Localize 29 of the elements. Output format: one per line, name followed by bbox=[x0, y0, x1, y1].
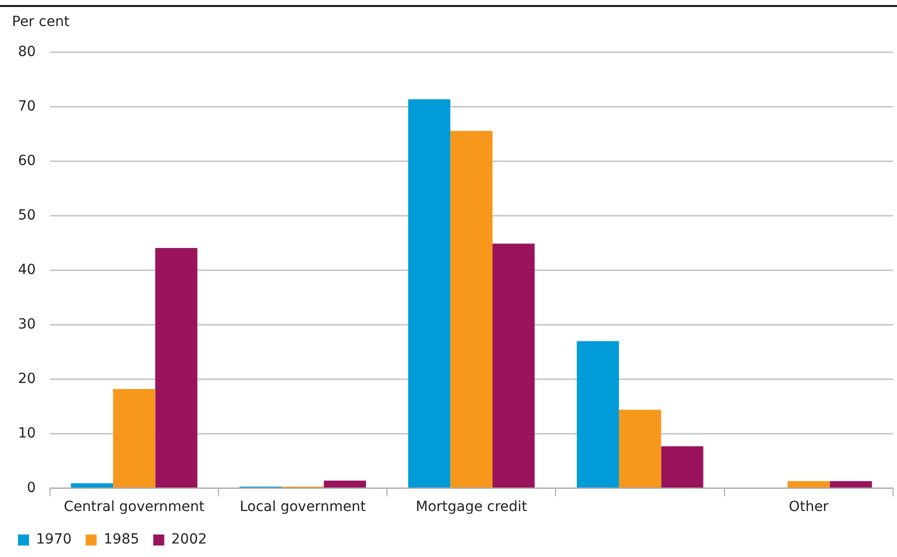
bar bbox=[324, 480, 366, 488]
y-tick-label: 10 bbox=[18, 425, 36, 442]
y-axis-title: Per cent bbox=[12, 14, 70, 30]
legend-label: 1985 bbox=[104, 532, 140, 548]
y-tick-label: 80 bbox=[18, 44, 36, 60]
bar bbox=[408, 99, 450, 488]
legend-label: 1970 bbox=[36, 532, 72, 548]
bar bbox=[788, 481, 830, 488]
bar bbox=[450, 130, 492, 488]
legend-label: 2002 bbox=[171, 532, 207, 548]
y-tick-label: 50 bbox=[18, 207, 36, 224]
x-tick-label: Central government bbox=[64, 499, 206, 516]
y-tick-label: 20 bbox=[18, 370, 36, 387]
y-tick-label: 40 bbox=[18, 262, 36, 278]
bar bbox=[661, 446, 704, 488]
bar bbox=[155, 248, 198, 488]
y-tick-label: 70 bbox=[18, 98, 36, 115]
bar bbox=[576, 341, 619, 488]
bar bbox=[830, 481, 872, 488]
x-tick-label: Mortgage credit bbox=[416, 499, 528, 516]
bar bbox=[113, 389, 156, 488]
x-tick-label: Other bbox=[788, 499, 829, 516]
y-tick-label: 30 bbox=[18, 316, 36, 332]
x-tick-label: Local government bbox=[240, 499, 366, 516]
y-tick-label: 0 bbox=[26, 480, 36, 496]
bar bbox=[492, 244, 535, 488]
bar bbox=[618, 410, 662, 488]
bar bbox=[70, 483, 114, 488]
y-tick-label: 60 bbox=[18, 152, 36, 169]
